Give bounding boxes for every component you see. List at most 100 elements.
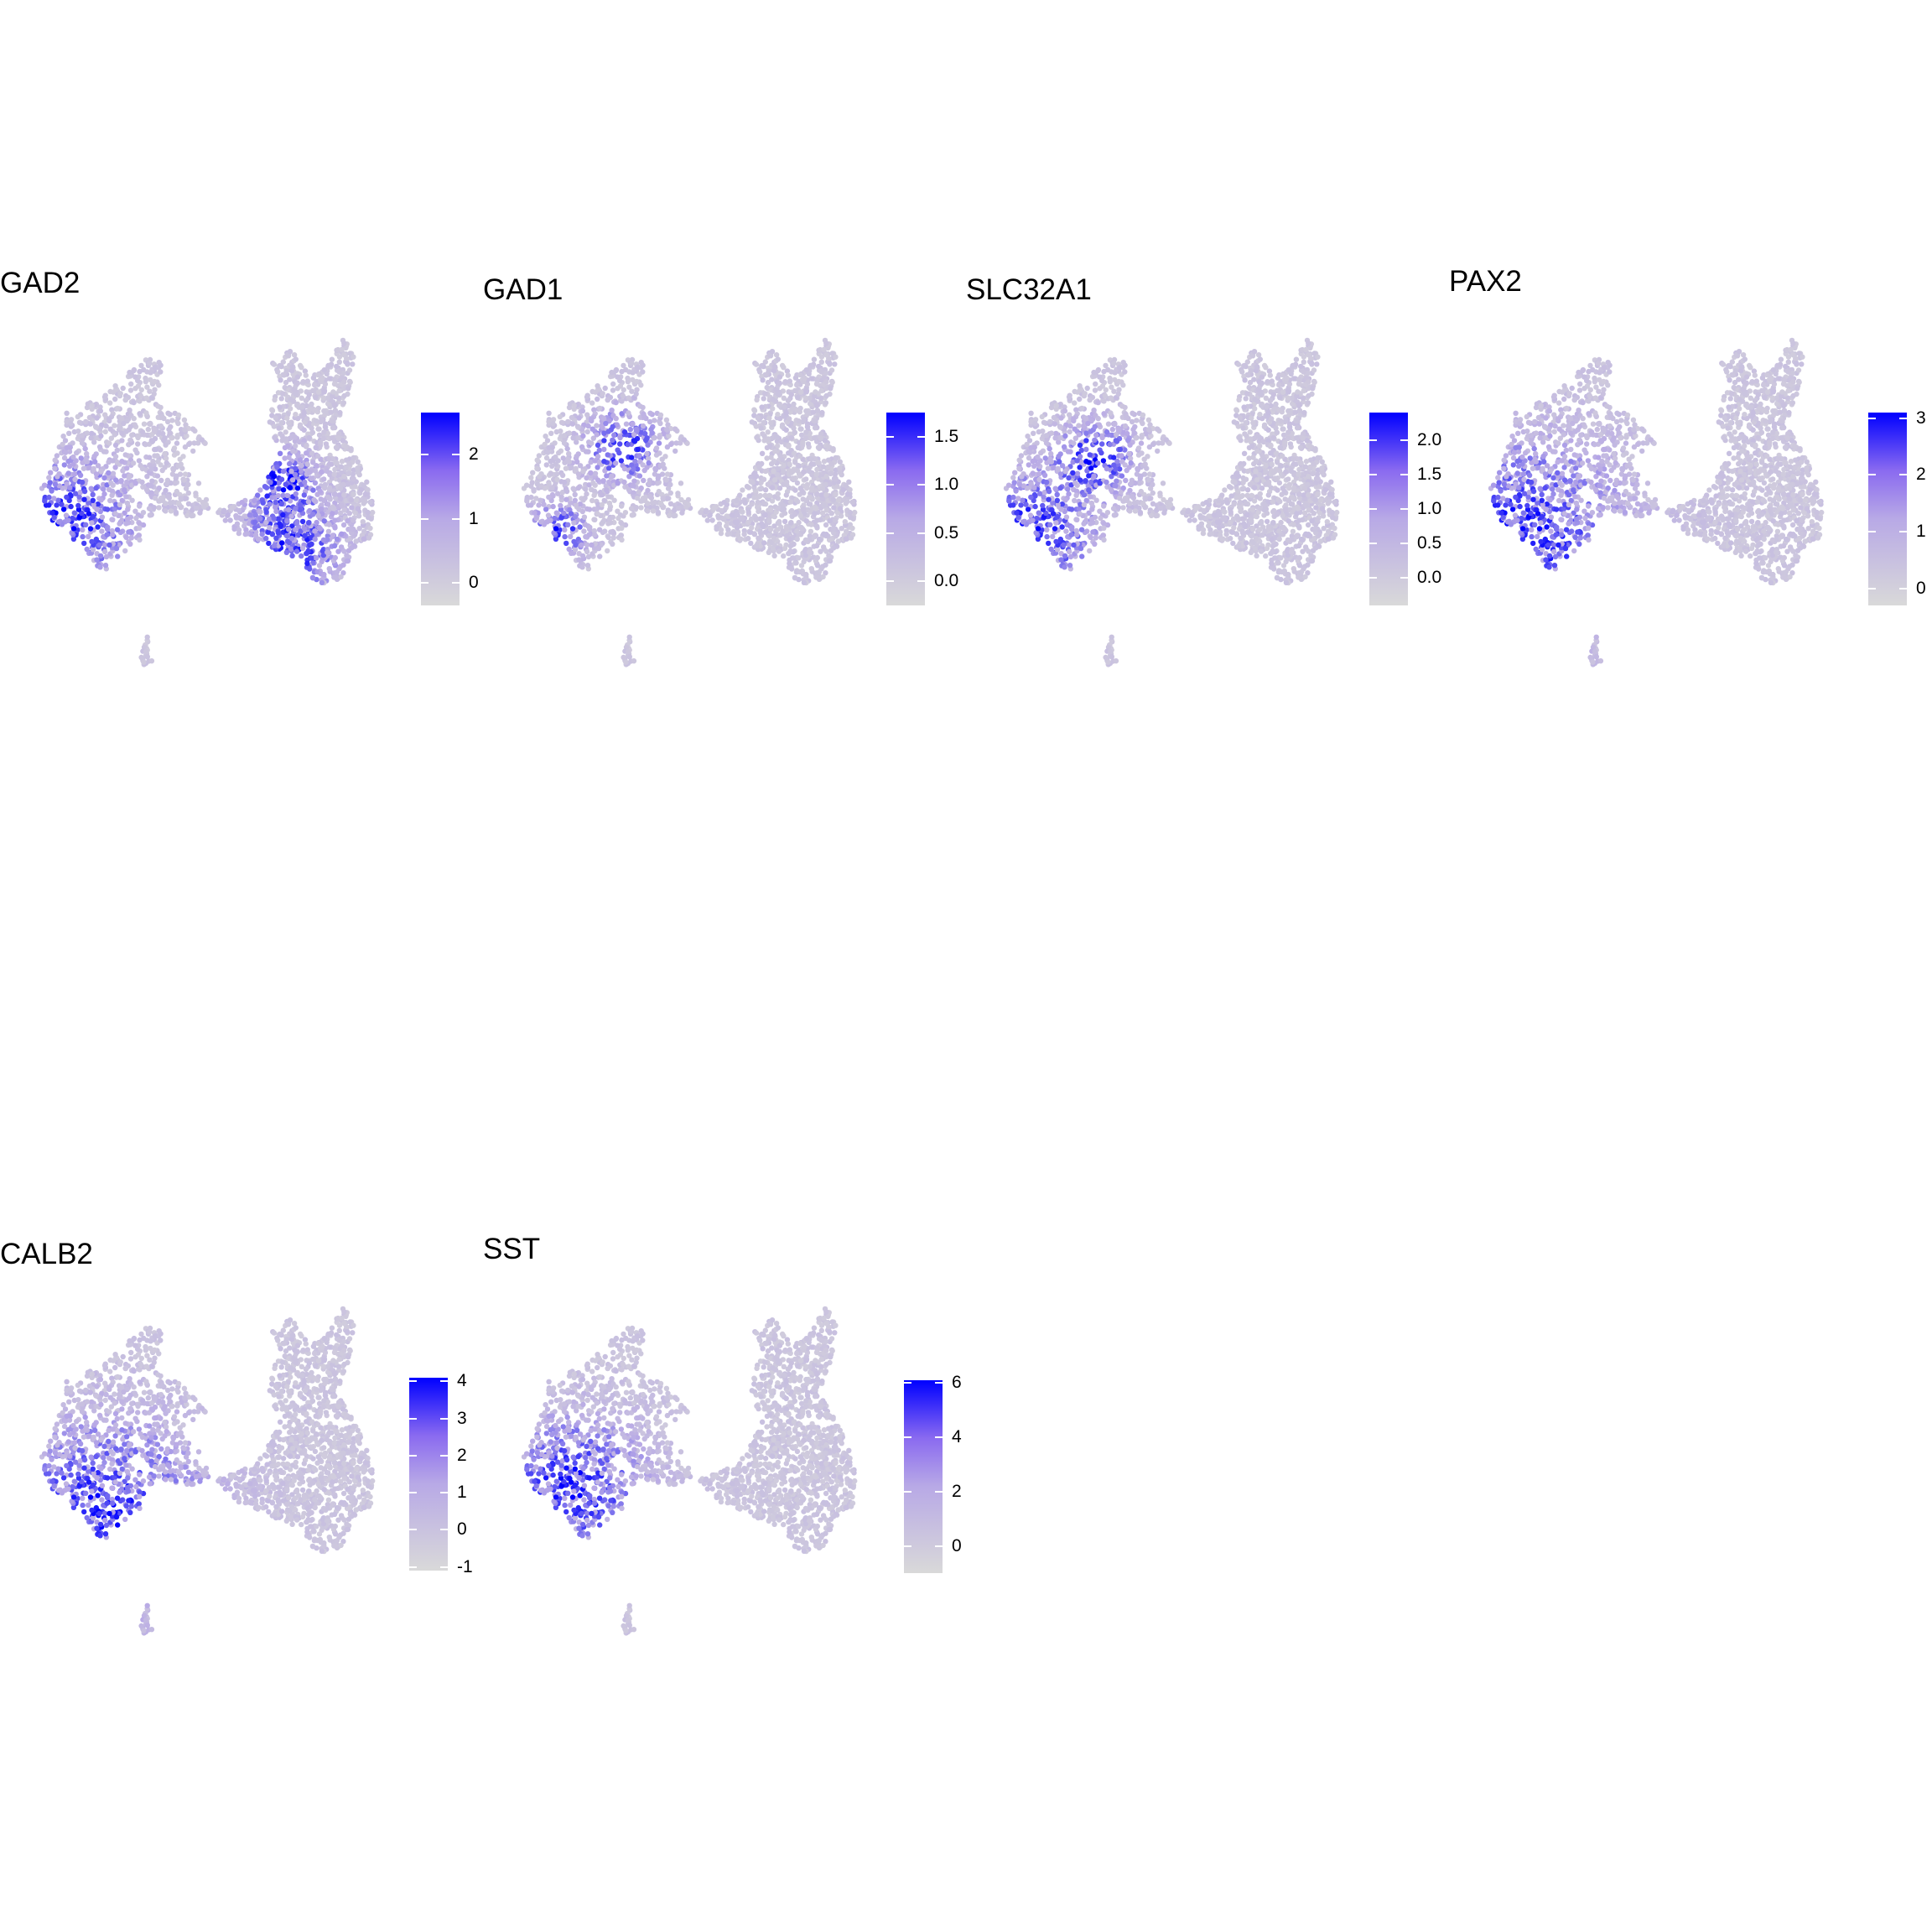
cell-point — [199, 437, 205, 443]
cell-point — [1037, 491, 1043, 496]
cell-point — [1041, 494, 1046, 500]
cell-point — [144, 474, 150, 480]
cell-point — [79, 440, 86, 446]
cell-point — [734, 519, 740, 525]
cell-point — [309, 425, 314, 431]
cell-point — [597, 553, 603, 559]
cell-point — [832, 471, 839, 477]
cell-point — [796, 555, 802, 561]
cell-point — [321, 571, 327, 578]
cell-point — [592, 470, 599, 476]
cell-point — [190, 448, 196, 454]
cell-point — [148, 658, 155, 664]
cell-point — [549, 491, 556, 498]
cell-point — [340, 370, 346, 377]
cell-point — [566, 459, 573, 465]
cell-point — [846, 479, 852, 485]
cell-point — [757, 492, 763, 499]
cell-point — [568, 533, 574, 540]
cell-point — [802, 552, 809, 558]
cell-point — [634, 428, 640, 434]
cell-point — [316, 563, 323, 569]
cell-point — [770, 397, 776, 402]
cell-point — [657, 450, 662, 456]
cell-point — [1031, 430, 1036, 436]
cell-point — [786, 402, 792, 409]
cell-point — [631, 658, 637, 664]
cell-point — [562, 527, 568, 532]
panel-title-2: SLC32A1 — [966, 273, 1092, 306]
cell-point — [182, 427, 188, 433]
cell-point — [769, 377, 775, 382]
cell-point — [811, 356, 818, 362]
legend-tick-label: 0.5 — [934, 522, 959, 543]
cell-point — [110, 470, 117, 476]
cell-point — [804, 424, 811, 430]
cell-point — [776, 520, 782, 526]
cell-point — [813, 389, 818, 395]
cell-point — [664, 471, 671, 477]
cell-point — [656, 488, 662, 495]
cell-point — [216, 509, 221, 516]
cell-point — [193, 491, 199, 496]
cell-point — [313, 498, 319, 505]
cell-point — [561, 440, 568, 446]
cell-point — [546, 410, 552, 416]
cell-point — [788, 392, 794, 397]
cell-point — [338, 464, 344, 470]
cell-point — [160, 494, 166, 501]
cell-point — [318, 496, 324, 502]
cell-point — [781, 462, 787, 469]
cell-point — [174, 450, 180, 456]
cell-point — [770, 406, 776, 412]
cell-point — [1073, 488, 1080, 494]
cell-point — [812, 532, 818, 538]
cell-point — [783, 492, 789, 498]
cell-point — [325, 401, 331, 407]
cell-point — [307, 507, 313, 514]
cell-point — [823, 548, 829, 554]
cell-point — [652, 418, 657, 423]
cell-point — [767, 443, 773, 449]
cell-point — [827, 481, 833, 487]
cell-point — [636, 489, 641, 496]
cell-point — [596, 527, 603, 532]
cell-point — [293, 527, 299, 532]
cell-point — [1093, 535, 1098, 541]
cell-point — [575, 424, 581, 430]
cell-point — [1110, 506, 1117, 512]
cell-point — [621, 465, 628, 472]
cell-point — [202, 440, 208, 446]
cell-point — [626, 395, 631, 401]
cell-point — [262, 484, 268, 490]
cell-point — [1150, 490, 1156, 496]
cell-point — [128, 535, 134, 541]
cell-point — [589, 497, 595, 504]
cell-point — [771, 367, 777, 374]
cell-point — [792, 512, 798, 517]
cell-point — [783, 526, 790, 532]
legend-colorbar — [886, 413, 925, 605]
cell-point — [760, 377, 766, 383]
cell-point — [777, 415, 783, 422]
cell-point — [645, 501, 651, 506]
cell-point — [773, 387, 779, 392]
cell-point — [330, 511, 335, 517]
cell-point — [336, 359, 342, 365]
cell-point — [761, 419, 766, 426]
cell-point — [749, 525, 755, 531]
cell-point — [287, 498, 293, 504]
cell-point — [591, 527, 597, 534]
cell-point — [319, 375, 325, 382]
cell-point — [596, 459, 602, 465]
cell-point — [823, 370, 828, 377]
cell-point — [548, 458, 553, 465]
cell-point — [132, 508, 138, 514]
cell-point — [638, 382, 644, 388]
cell-point — [799, 526, 806, 532]
cell-point — [626, 487, 632, 493]
cell-point — [112, 465, 118, 470]
cell-point — [828, 470, 834, 476]
cell-point — [150, 458, 156, 465]
cell-point — [1032, 503, 1038, 510]
